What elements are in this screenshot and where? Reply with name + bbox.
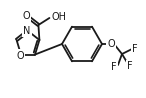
Text: O: O xyxy=(107,39,115,49)
Text: F: F xyxy=(132,44,138,54)
Text: F: F xyxy=(111,62,117,72)
Text: O: O xyxy=(23,11,30,21)
Text: O: O xyxy=(16,50,24,61)
Text: F: F xyxy=(127,61,133,71)
Text: OH: OH xyxy=(51,12,66,22)
Text: N: N xyxy=(23,25,31,35)
